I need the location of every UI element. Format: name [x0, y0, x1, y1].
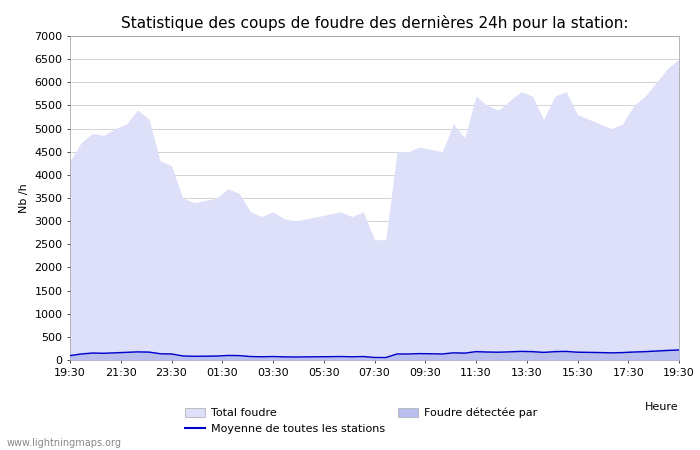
Y-axis label: Nb /h: Nb /h [19, 183, 29, 213]
Title: Statistique des coups de foudre des dernières 24h pour la station:: Statistique des coups de foudre des dern… [120, 15, 629, 31]
Text: Heure: Heure [645, 402, 679, 412]
Text: www.lightningmaps.org: www.lightningmaps.org [7, 438, 122, 448]
Legend: Total foudre, Moyenne de toutes les stations, Foudre détectée par: Total foudre, Moyenne de toutes les stat… [186, 408, 537, 434]
